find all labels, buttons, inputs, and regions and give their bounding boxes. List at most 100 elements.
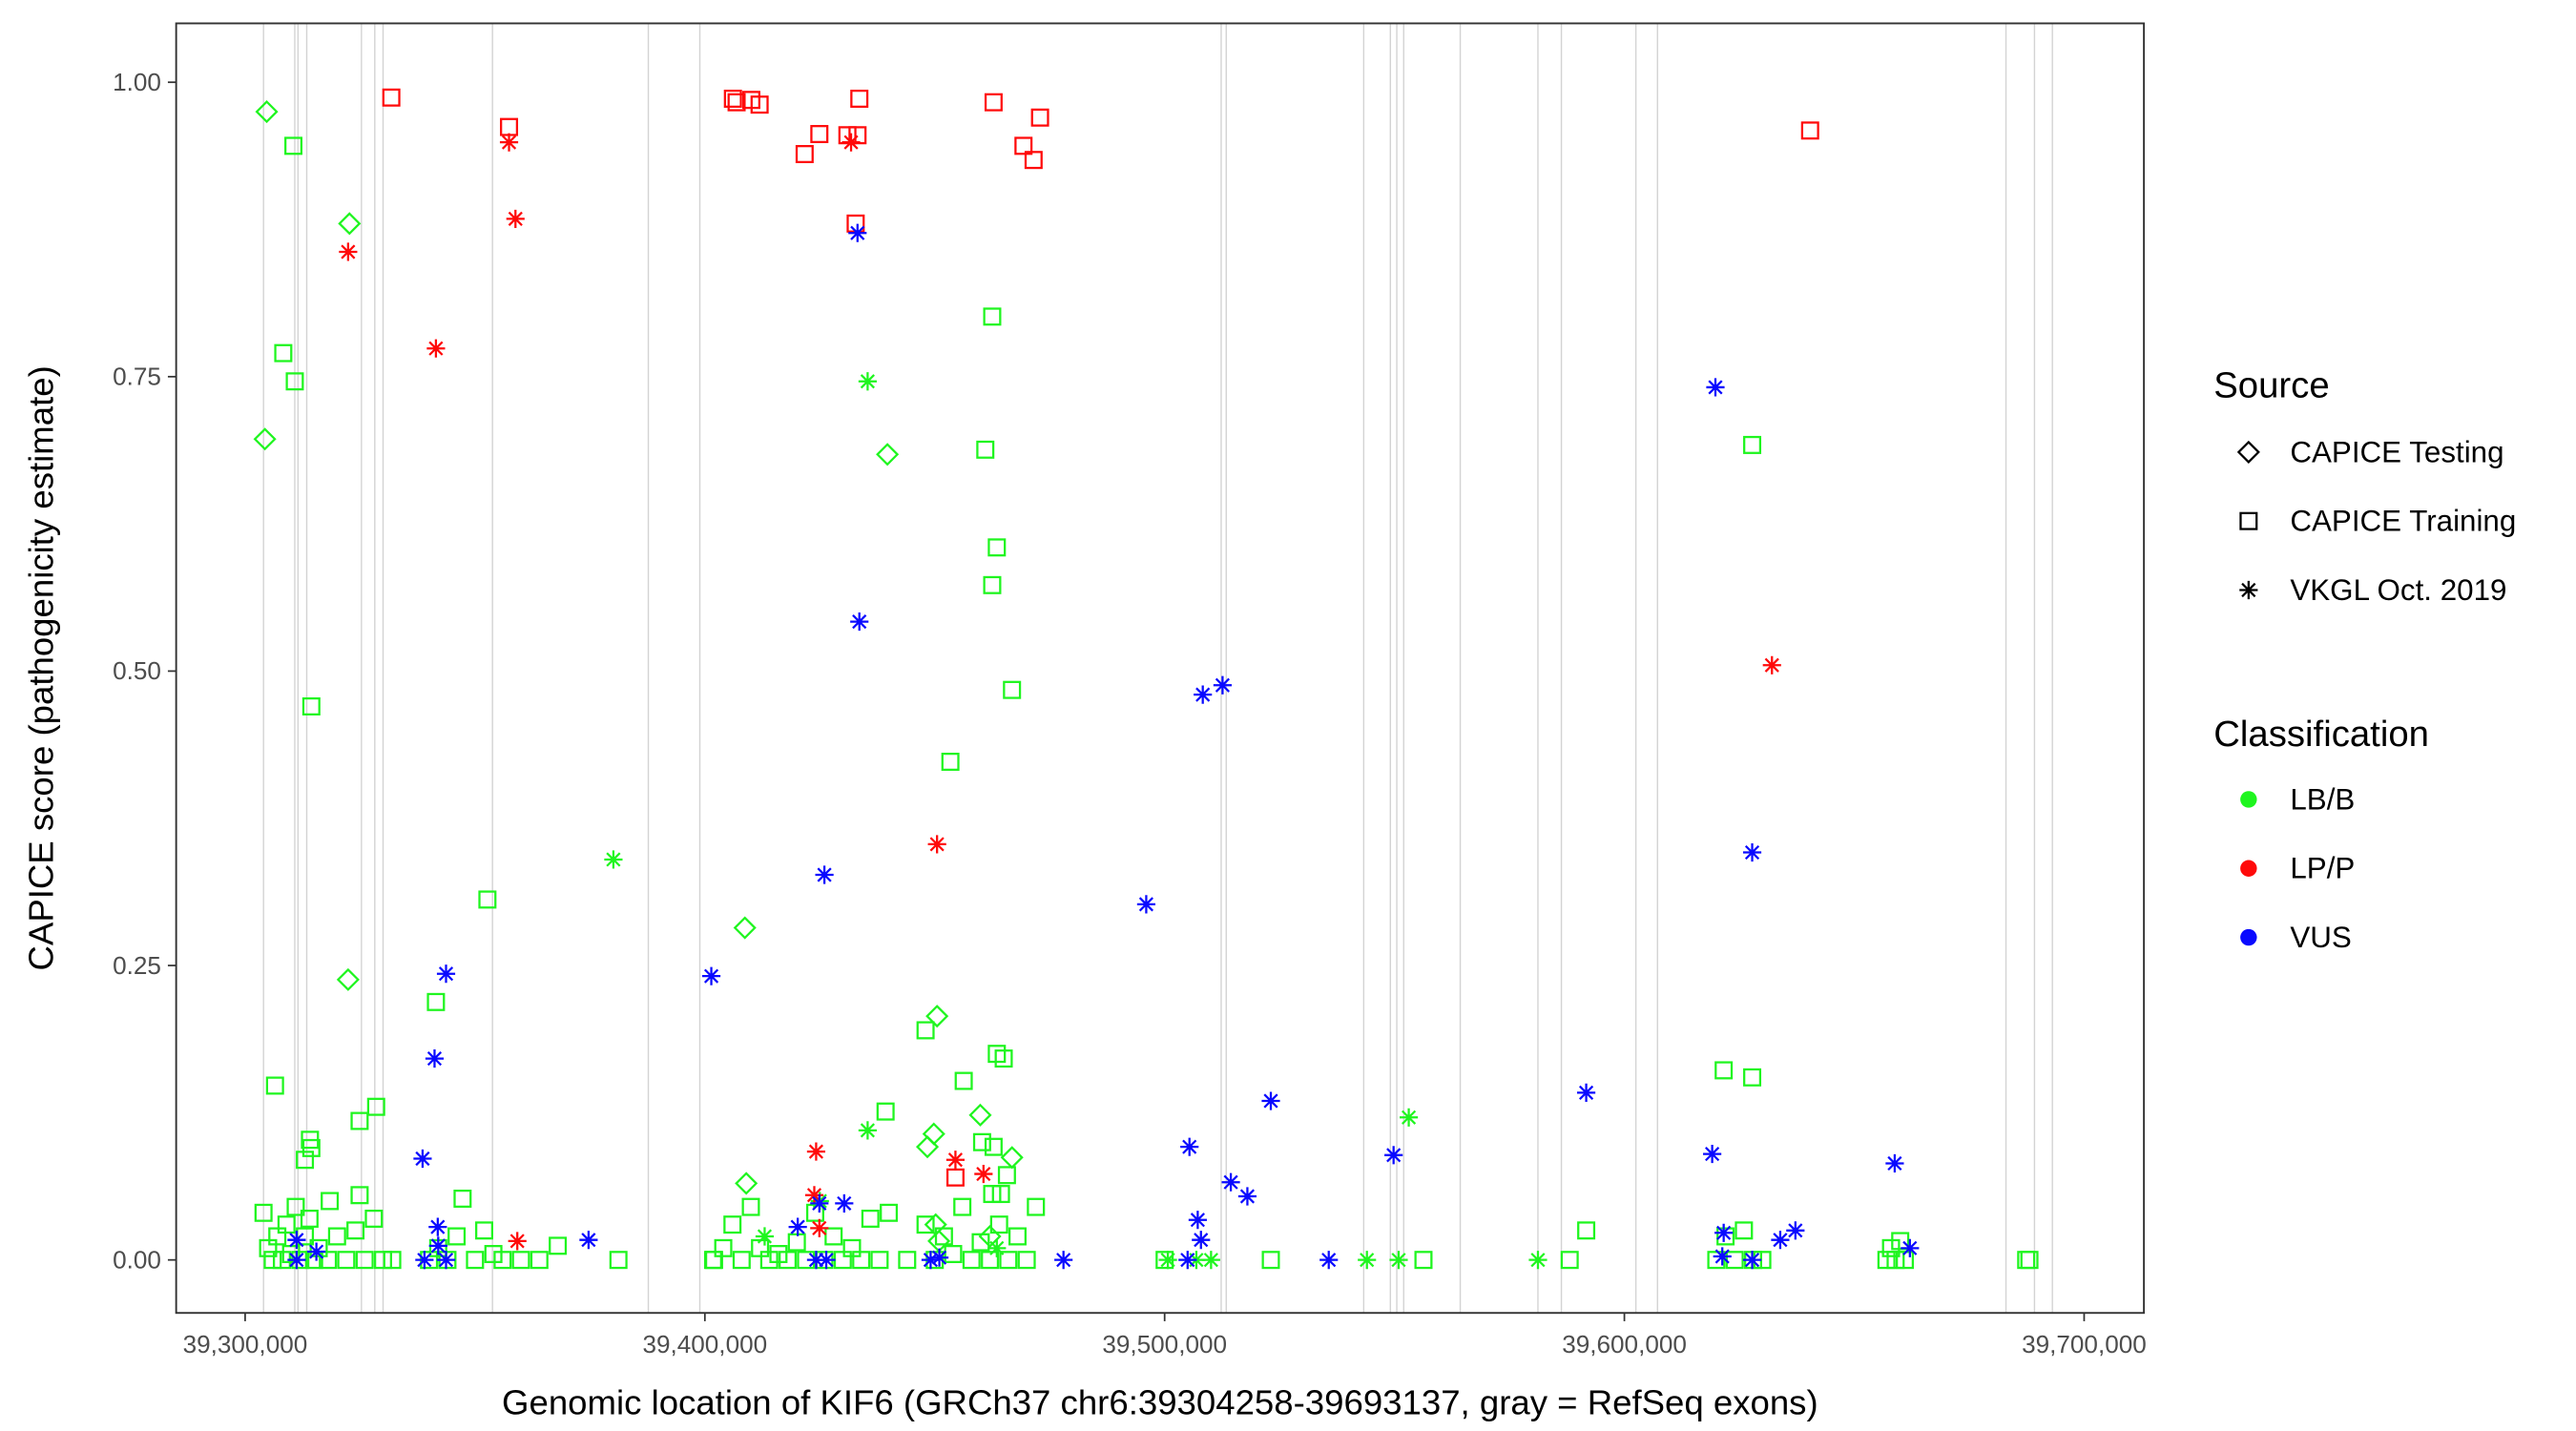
data-point (1576, 1083, 1596, 1102)
data-point (954, 1071, 973, 1090)
y-tick-label: 0.25 (113, 951, 161, 980)
data-point (1054, 1251, 1073, 1270)
data-point (1384, 1146, 1403, 1165)
data-point (1707, 1251, 1726, 1270)
legend-source-label: CAPICE Testing (2290, 435, 2503, 468)
data-point (1027, 1197, 1046, 1216)
legend-asterisk-icon (2239, 580, 2258, 600)
data-point (750, 95, 769, 114)
data-point (1762, 655, 1781, 674)
data-point (858, 1121, 877, 1140)
data-point (277, 1215, 296, 1234)
data-point (842, 1238, 862, 1257)
legend-source-title: Source (2213, 364, 2329, 405)
data-point (493, 1251, 512, 1270)
data-point (1030, 108, 1049, 127)
data-point (285, 372, 304, 391)
data-point (350, 1111, 369, 1130)
data-point (286, 1197, 305, 1216)
data-point (1136, 895, 1155, 914)
data-point (824, 1227, 843, 1246)
data-point (876, 443, 900, 467)
data-point (1713, 1247, 1732, 1266)
data-point (880, 1203, 899, 1222)
data-point (1008, 1227, 1027, 1246)
data-point (1319, 1251, 1339, 1270)
data-point (723, 89, 742, 108)
data-point (1901, 1238, 1920, 1257)
data-point (701, 966, 721, 985)
data-point (898, 1251, 917, 1270)
data-point (436, 964, 456, 984)
y-tick-label: 1.00 (113, 68, 161, 96)
data-point (735, 1172, 758, 1195)
data-point (268, 1227, 287, 1246)
y-axis: 0.00 0.25 0.50 0.75 1.00 (113, 68, 177, 1274)
data-point (253, 427, 277, 451)
data-point (447, 1227, 467, 1246)
data-point (609, 1251, 628, 1270)
data-point (413, 1149, 432, 1169)
data-point (338, 212, 362, 236)
data-point (1399, 1108, 1419, 1127)
data-point (274, 343, 293, 363)
data-point (1735, 1221, 1754, 1240)
y-tick-label: 0.00 (113, 1245, 161, 1274)
data-point (1178, 1251, 1197, 1270)
legend-class-label: VUS (2290, 921, 2351, 954)
data-point (850, 612, 869, 632)
data-point (987, 1045, 1007, 1064)
data-point (723, 1215, 742, 1234)
data-point (263, 1251, 282, 1270)
y-axis-title: CAPICE score (pathogenicity estimate) (22, 365, 61, 970)
exon-lines (262, 23, 2053, 1314)
data-point (921, 1251, 940, 1270)
data-point (999, 1251, 1018, 1270)
data-point (255, 100, 279, 124)
data-point (876, 1102, 895, 1121)
data-point (972, 1132, 991, 1151)
data-point (579, 1231, 598, 1250)
x-tick-label: 39,700,000 (2022, 1330, 2147, 1358)
data-point (1014, 136, 1033, 156)
data-point (984, 1137, 1003, 1156)
x-axis: 39,300,000 39,400,000 39,500,000 39,600,000… (183, 1313, 2147, 1358)
data-point (810, 1193, 829, 1213)
data-point (1706, 378, 1725, 397)
data-point (426, 339, 446, 358)
data-point (755, 1227, 775, 1246)
data-point (962, 1251, 981, 1270)
legend-class-label: LP/P (2290, 852, 2355, 885)
legend-class-title: Classification (2213, 714, 2429, 755)
data-point (346, 1221, 365, 1240)
data-point (795, 145, 814, 164)
data-point (428, 1217, 447, 1236)
data-point (265, 1076, 284, 1095)
data-point (927, 835, 946, 854)
data-point (530, 1251, 549, 1270)
data-point (1358, 1251, 1377, 1270)
legend-square-icon (2239, 511, 2258, 530)
data-point (1201, 1251, 1220, 1270)
x-tick-label: 39,500,000 (1102, 1330, 1227, 1358)
data-point (339, 242, 358, 261)
data-point (817, 1251, 836, 1270)
data-point (466, 1251, 485, 1270)
data-point (453, 1189, 472, 1208)
y-tick-label: 0.75 (113, 363, 161, 391)
legend-source-label: CAPICE Training (2290, 505, 2516, 538)
data-point (835, 1193, 854, 1213)
data-point (319, 1251, 338, 1270)
data-point (1389, 1251, 1408, 1270)
plot-panel (176, 23, 2145, 1314)
data-point (971, 1233, 990, 1252)
data-point (981, 1251, 1000, 1270)
data-point (1261, 1091, 1280, 1110)
data-point (741, 1197, 760, 1216)
plot-border (175, 22, 2146, 1315)
data-point (806, 1251, 826, 1270)
data-point (436, 1251, 456, 1270)
data-point (779, 1251, 798, 1270)
data-point (934, 1227, 953, 1246)
data-point (1800, 121, 1819, 140)
